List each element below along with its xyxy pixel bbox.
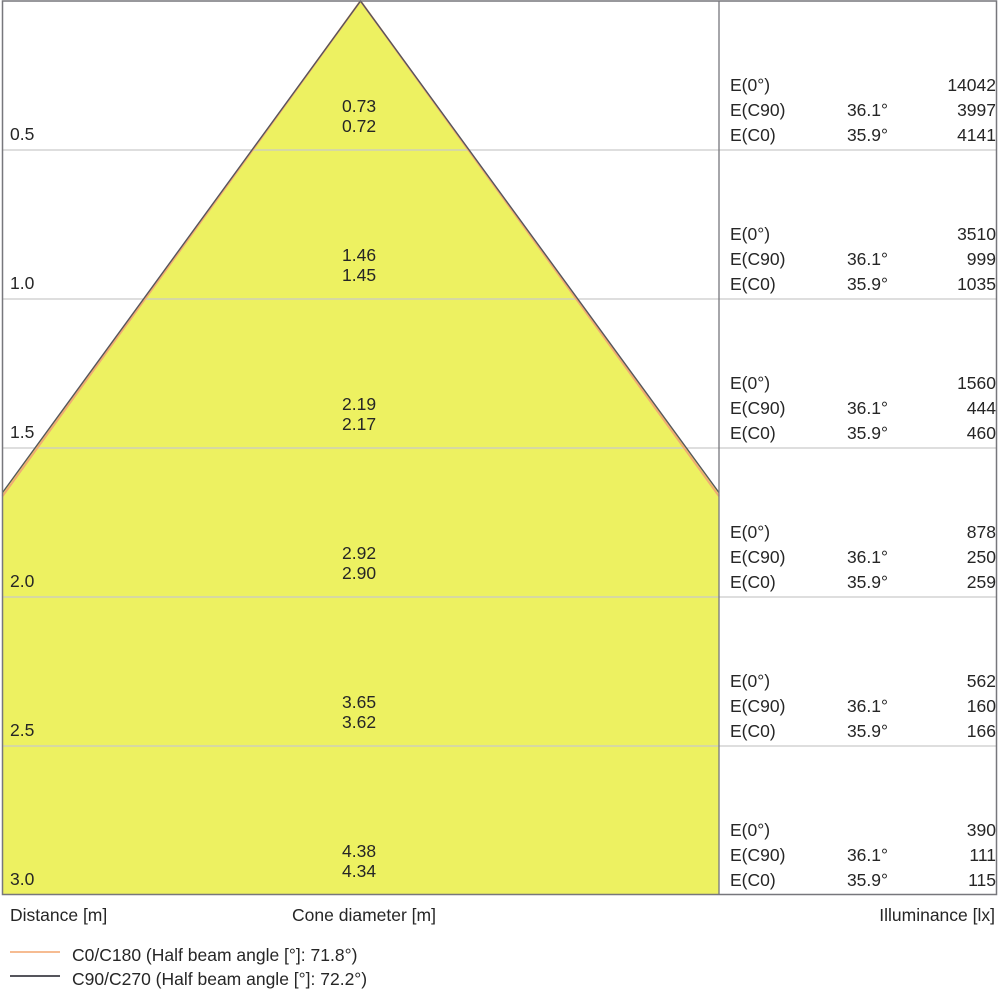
ec0-value: 1035 [957, 274, 996, 294]
ec90-label: E(C90) [730, 100, 786, 120]
cone-diameter-values: 2.19 2.17 [342, 394, 376, 434]
ec90-angle: 36.1° [846, 100, 888, 120]
cone-diameter-c0-value: 1.45 [342, 265, 377, 285]
cone-diameter-c0-value: 0.72 [342, 116, 377, 136]
ec90-value: 160 [966, 696, 996, 716]
legend-swatch-c0-line [10, 951, 60, 953]
e0-value: 3510 [957, 224, 996, 244]
cone-diameter-c0-value: 2.90 [342, 563, 377, 583]
cone-diameter-c90-value: 4.38 [342, 841, 377, 861]
ec0-value: 259 [966, 572, 996, 592]
cone-diameter-c90-value: 2.19 [342, 394, 377, 414]
e0-label: E(0°) [730, 224, 771, 244]
ec0-angle: 35.9° [846, 274, 888, 294]
ec90-angle: 36.1° [846, 845, 888, 865]
ec0-angle: 35.9° [846, 572, 888, 592]
ec0-angle: 35.9° [846, 870, 888, 890]
cone-diameter-values: 2.92 2.90 [342, 543, 376, 583]
cone-diameter-c0-value: 4.34 [342, 861, 377, 881]
ec0-label: E(C0) [730, 423, 776, 443]
ec90-label: E(C90) [730, 249, 786, 269]
illuminance-axis-title: Illuminance [lx] [879, 905, 995, 925]
ec90-angle: 36.1° [846, 249, 888, 269]
e0-value: 878 [966, 522, 996, 542]
illuminance-row: E(0°) 14042 E(C90) 36.1° 3997 E(C0) 35.9° 414… [730, 73, 996, 148]
distance-tick-label: 2.0 [10, 571, 35, 591]
ec0-angle: 35.9° [846, 125, 888, 145]
legend-label-c90: C90/C270 (Half beam angle [°]: 72.2°) [72, 969, 368, 989]
ec90-angle: 36.1° [846, 547, 888, 567]
ec0-angle: 35.9° [846, 423, 888, 443]
ec0-value: 4141 [957, 125, 996, 145]
e0-value: 14042 [947, 75, 996, 95]
cone-diameter-values: 3.65 3.62 [342, 692, 376, 732]
e0-label: E(0°) [730, 522, 771, 542]
distance-tick-label: 2.5 [10, 720, 35, 740]
ec90-label: E(C90) [730, 696, 786, 716]
grid-lines [2, 149, 997, 747]
cone-diameter-c90-value: 2.92 [342, 543, 377, 563]
cone-diameter-c90-value: 1.46 [342, 245, 377, 265]
distance-tick-label: 0.5 [10, 124, 35, 144]
e0-label: E(0°) [730, 75, 771, 95]
ec90-angle: 36.1° [846, 696, 888, 716]
legend-swatch-c90-line [10, 975, 60, 977]
illuminance-row: E(0°) 878 E(C90) 36.1° 250 E(C0) 35.9° 259 [730, 520, 996, 595]
ec90-angle: 36.1° [846, 398, 888, 418]
cone-diameter-c0-value: 3.62 [342, 712, 377, 732]
distance-tick-label: 1.5 [10, 422, 35, 442]
ec0-label: E(C0) [730, 870, 776, 890]
chart-frame [1, 0, 998, 896]
ec90-value: 444 [966, 398, 996, 418]
e0-label: E(0°) [730, 671, 771, 691]
ec0-value: 115 [968, 870, 996, 890]
distance-tick-label: 1.0 [10, 273, 35, 293]
e0-value: 562 [966, 671, 996, 691]
ec0-label: E(C0) [730, 572, 776, 592]
e0-label: E(0°) [730, 820, 771, 840]
e0-value: 1560 [957, 373, 996, 393]
e0-label: E(0°) [730, 373, 771, 393]
cone-diameter-c90-value: 0.73 [342, 96, 377, 116]
ec90-label: E(C90) [730, 398, 786, 418]
e0-value: 390 [966, 820, 996, 840]
cone-diameter-c0-value: 2.17 [342, 414, 377, 434]
distance-tick-label: 3.0 [10, 869, 35, 889]
ec90-label: E(C90) [730, 845, 786, 865]
illuminance-row: E(0°) 1560 E(C90) 36.1° 444 E(C0) 35.9° 460 [730, 371, 996, 446]
illuminance-row: E(0°) 3510 E(C90) 36.1° 999 E(C0) 35.9° 1035 [730, 222, 996, 297]
cone-diameter-values: 0.73 0.72 [342, 96, 376, 136]
ec90-value: 3997 [957, 100, 996, 120]
distance-axis-title: Distance [m] [10, 905, 108, 925]
cone-diameter-c90-value: 3.65 [342, 692, 377, 712]
ec90-value: 111 [969, 845, 996, 865]
legend-label-c0: C0/C180 (Half beam angle [°]: 71.8°) [72, 945, 358, 965]
illuminance-row: E(0°) 562 E(C90) 36.1° 160 E(C0) 35.9° 166 [730, 669, 996, 744]
ec0-label: E(C0) [730, 125, 776, 145]
cone-diameter-axis-title: Cone diameter [m] [292, 905, 436, 925]
cone-diameter-values: 1.46 1.45 [342, 245, 376, 285]
cone-diameter-values: 4.38 4.34 [342, 841, 376, 881]
ec0-value: 460 [966, 423, 996, 443]
ec0-label: E(C0) [730, 721, 776, 741]
ec90-value: 250 [966, 547, 996, 567]
ec0-label: E(C0) [730, 274, 776, 294]
ec90-value: 999 [966, 249, 996, 269]
ec90-label: E(C90) [730, 547, 786, 567]
ec0-value: 166 [966, 721, 996, 741]
ec0-angle: 35.9° [846, 721, 888, 741]
illuminance-row: E(0°) 390 E(C90) 36.1° 111 E(C0) 35.9° 115 [730, 818, 996, 893]
